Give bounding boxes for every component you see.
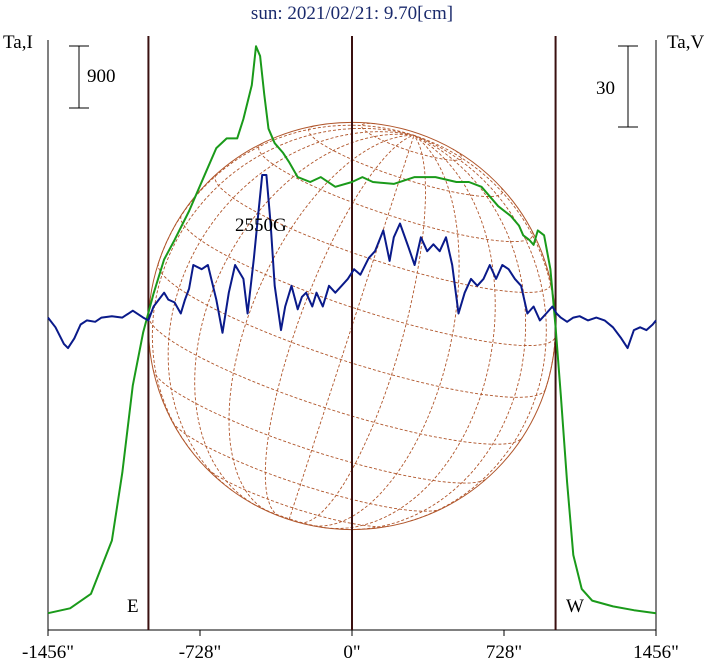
disk-latitude-line bbox=[172, 422, 441, 512]
disk-longitude-line bbox=[409, 134, 547, 522]
disk-longitude-line bbox=[157, 124, 415, 264]
polarization-curve bbox=[47, 174, 657, 350]
x-tick-label: 0" bbox=[343, 642, 360, 662]
scale-bar-right-label: 30 bbox=[596, 78, 615, 99]
disk-latitude-line bbox=[258, 143, 534, 243]
x-tick-label: 1456" bbox=[633, 642, 679, 662]
disk-longitude-line bbox=[167, 131, 415, 491]
limb-east-label: E bbox=[127, 596, 139, 617]
solar-disk-grid bbox=[147, 121, 557, 531]
disk-longitude-line bbox=[413, 134, 556, 390]
disk-latitude-line bbox=[214, 174, 552, 293]
x-tick-label: -1456" bbox=[22, 642, 74, 662]
intensity-curve bbox=[47, 45, 657, 615]
disk-latitude-line bbox=[152, 370, 488, 484]
disk-latitude-line bbox=[204, 466, 389, 528]
disk-longitude-line bbox=[194, 133, 415, 506]
scale-bar-left-label: 900 bbox=[87, 66, 116, 87]
disk-latitude-line bbox=[157, 263, 547, 398]
disk-latitude-line bbox=[308, 125, 504, 197]
disk-latitude-line bbox=[148, 316, 523, 445]
vertical-markers bbox=[147, 36, 557, 630]
right-axis-label: Ta,V bbox=[667, 32, 704, 53]
x-tick-label: -728" bbox=[179, 642, 222, 662]
disk-latitude-line bbox=[361, 122, 463, 161]
scale-bar-right bbox=[618, 45, 638, 128]
x-tick-label: 728" bbox=[486, 642, 522, 662]
chart-title: sun: 2021/02/21: 9.70[cm] bbox=[251, 3, 453, 24]
disk-longitude-line bbox=[264, 134, 415, 517]
disk-longitude-line bbox=[325, 134, 496, 529]
disk-longitude-line bbox=[288, 135, 415, 520]
limb-west-label: W bbox=[566, 596, 584, 617]
x-axis-ticks: -1456" -728" 0" 728" 1456" bbox=[22, 630, 679, 662]
scale-bar-left bbox=[69, 45, 89, 109]
disk-longitude-line bbox=[299, 135, 426, 524]
series-curves bbox=[47, 45, 657, 615]
disk-longitude-line bbox=[309, 134, 460, 527]
disk-longitude-line bbox=[228, 134, 415, 513]
field-strength-annotation: 2550G bbox=[235, 215, 287, 236]
disk-longitude-line bbox=[352, 134, 527, 531]
left-axis-label: Ta,I bbox=[3, 32, 33, 53]
disk-longitude-line bbox=[151, 127, 415, 450]
